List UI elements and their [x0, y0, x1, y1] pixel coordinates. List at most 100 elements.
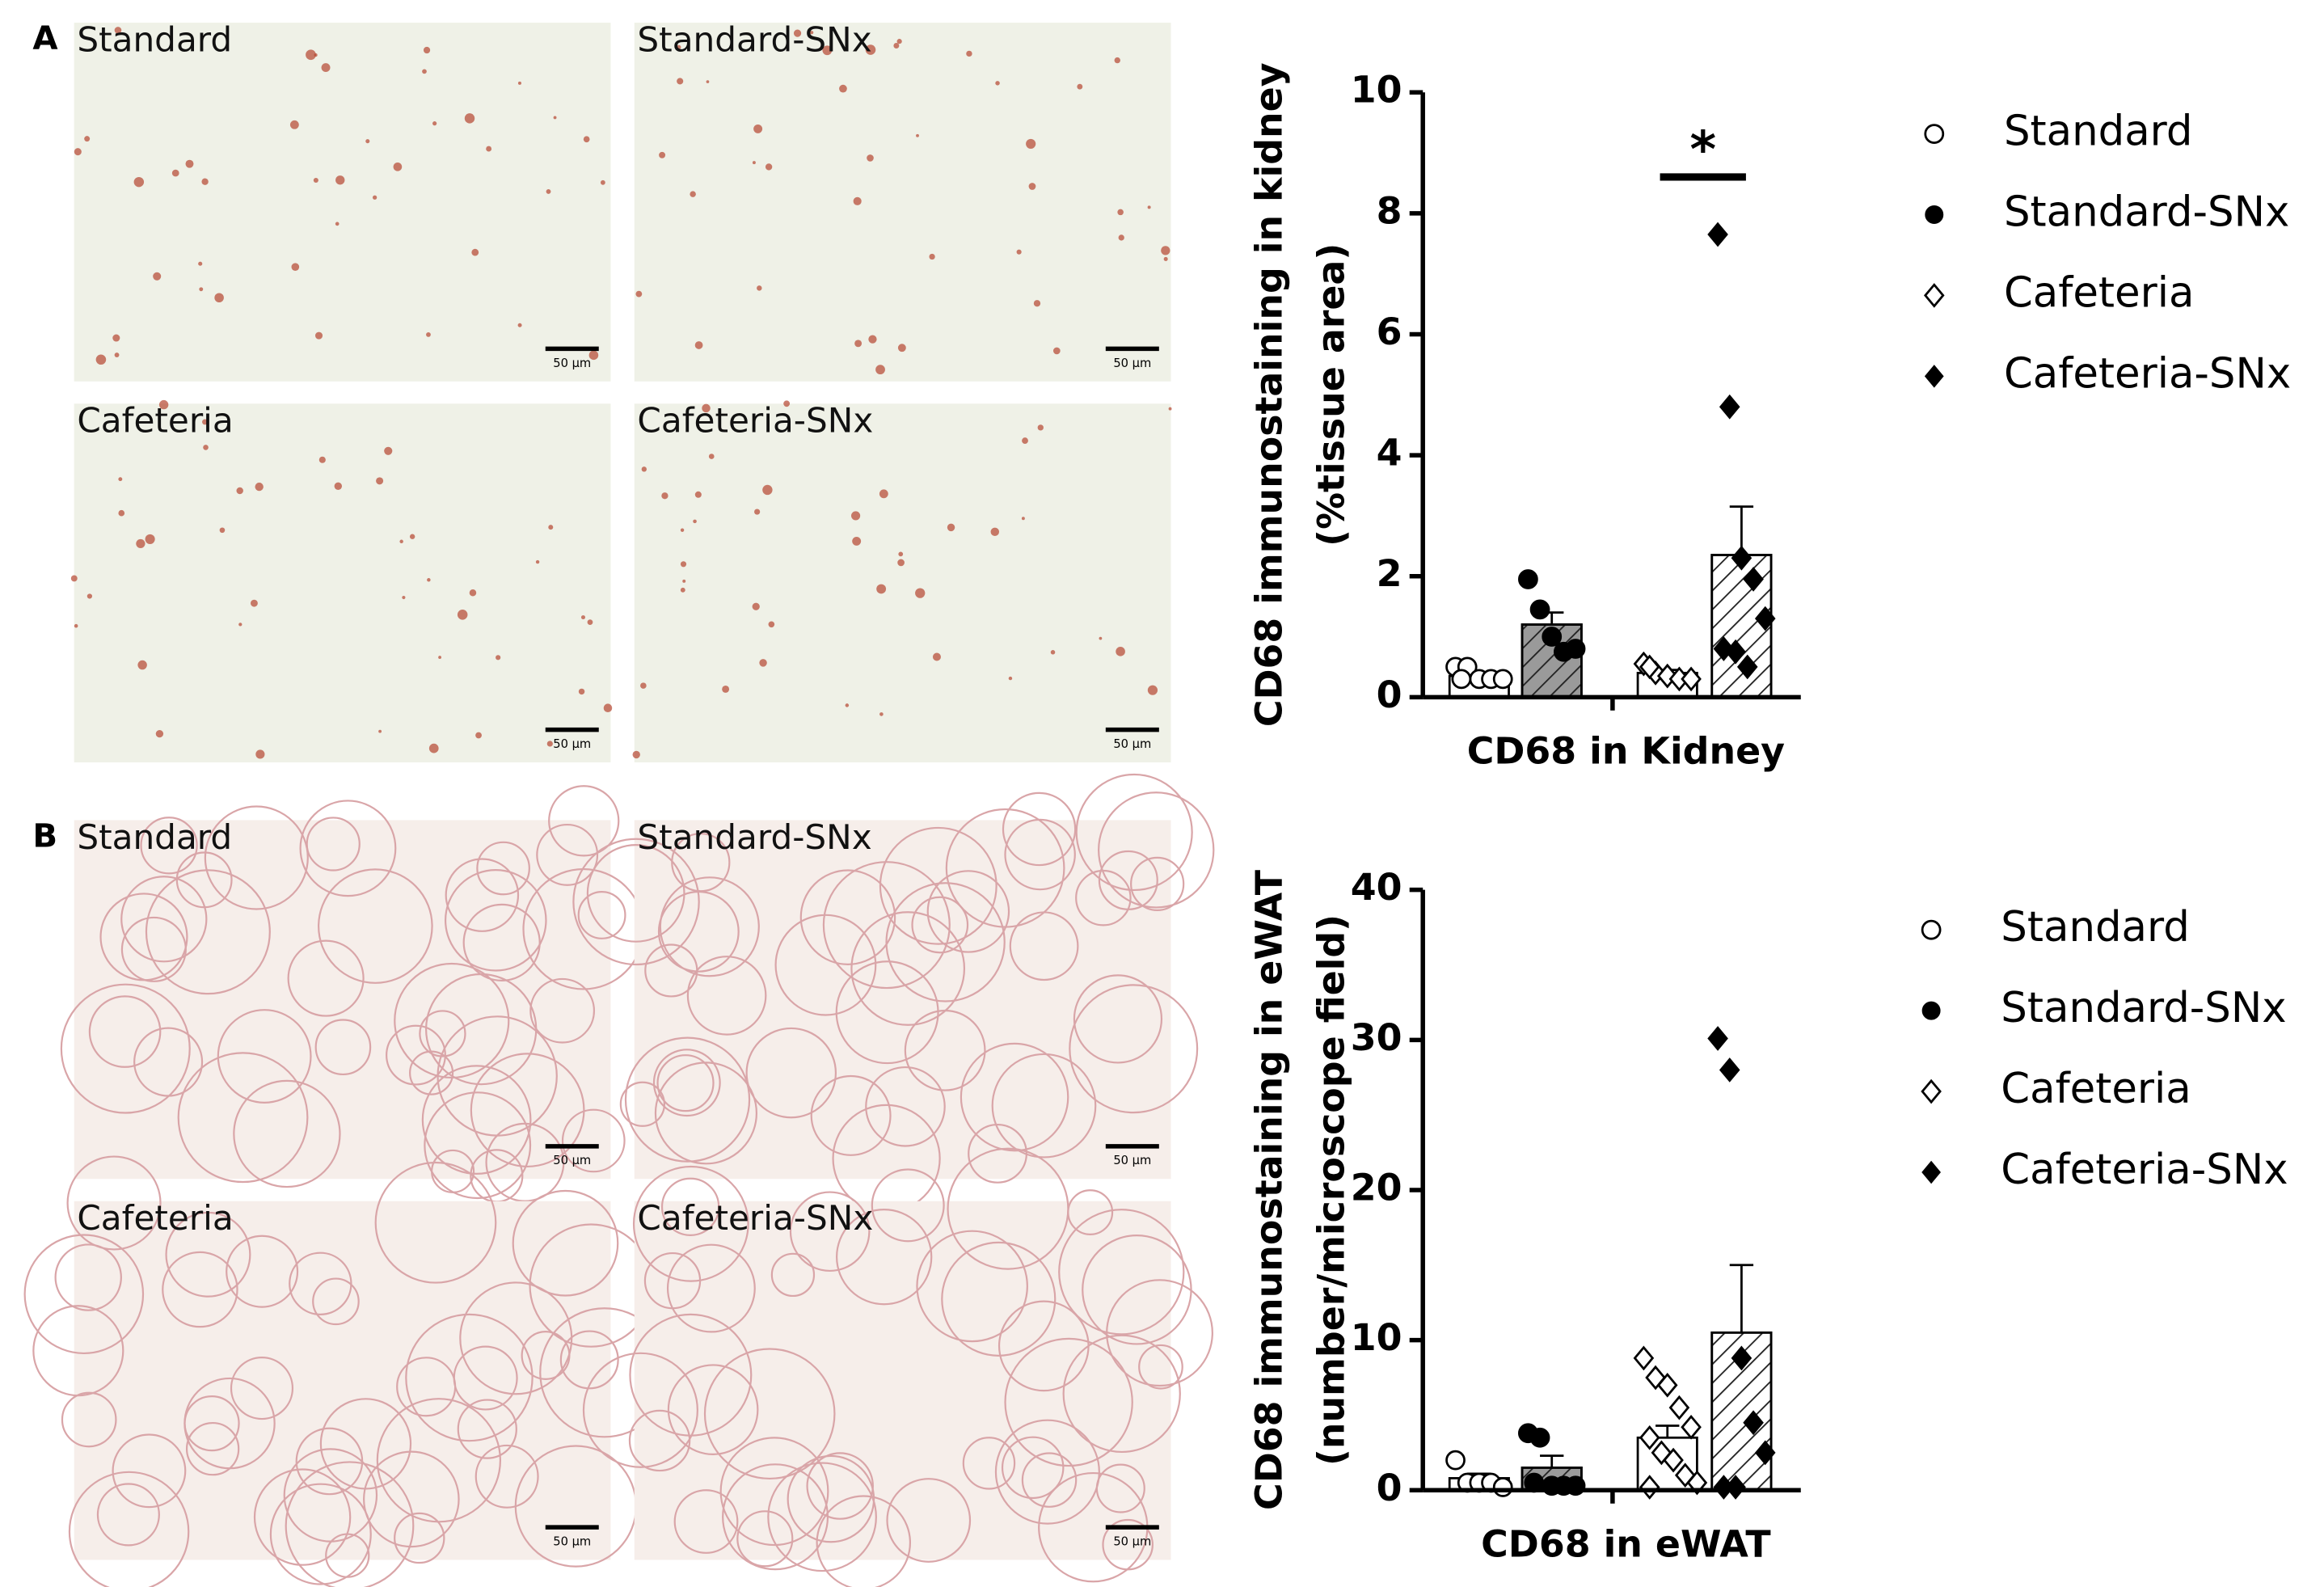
cell-outline — [799, 869, 896, 965]
y-axis-title: (%tissue area) — [1310, 243, 1353, 547]
stain-dot — [171, 169, 179, 177]
stain-dot — [255, 749, 265, 759]
data-point — [1707, 1026, 1728, 1051]
data-point — [1656, 1372, 1678, 1398]
stain-dot — [702, 403, 711, 413]
cell-outline — [1004, 818, 1076, 891]
stain-dot — [1026, 138, 1036, 150]
micrograph — [74, 23, 611, 382]
stain-dot — [335, 222, 340, 226]
stain-dot — [915, 588, 926, 598]
scale-bar-label: 50 µm — [1113, 737, 1151, 751]
cell-outline — [659, 876, 760, 977]
stain-dot — [632, 750, 640, 759]
stain-dot — [783, 400, 791, 407]
cell-outline — [394, 962, 510, 1079]
cell-outline — [457, 1399, 517, 1459]
stain-dot — [372, 195, 377, 200]
stain-dot — [879, 712, 884, 716]
stain-dot — [600, 179, 605, 185]
cell-outline — [529, 977, 596, 1044]
cell-outline — [165, 1211, 251, 1298]
stain-dot — [580, 615, 585, 620]
scale-bar-label: 50 µm — [553, 357, 591, 370]
data-point — [1565, 639, 1586, 659]
cell-outline — [306, 817, 361, 872]
stain-dot — [851, 511, 861, 521]
data-point — [1736, 654, 1758, 680]
cell-outline — [806, 1452, 874, 1520]
cell-outline — [810, 1074, 892, 1156]
stain-dot — [114, 352, 120, 357]
image-label: Standard — [77, 19, 232, 59]
data-point — [1492, 669, 1513, 690]
cell-outline — [68, 1471, 190, 1587]
cell-outline — [671, 833, 731, 893]
stain-dot — [588, 350, 599, 361]
stain-dot — [852, 536, 862, 546]
cell-outline — [652, 1049, 721, 1117]
cell-outline — [654, 1062, 758, 1165]
stain-dot — [158, 399, 169, 410]
stain-dot — [897, 344, 906, 352]
data-point — [1754, 1440, 1776, 1466]
cell-outline — [770, 1252, 816, 1298]
cell-outline — [941, 1241, 1057, 1357]
x-category-label: CD68 in eWAT — [1481, 1522, 1771, 1565]
data-point — [1707, 222, 1728, 247]
stain-dot — [238, 623, 243, 627]
scale-bar-label: 50 µm — [1113, 1534, 1151, 1548]
y-tick-label: 8 — [1377, 188, 1402, 232]
stain-dot — [1147, 205, 1151, 209]
stain-dot — [680, 587, 685, 593]
stain-dot — [1016, 249, 1022, 255]
stain-dot — [995, 81, 1000, 86]
stain-dot — [314, 331, 323, 340]
cell-outline — [1098, 791, 1215, 909]
cell-outline — [586, 843, 685, 943]
stain-dot — [1117, 209, 1124, 216]
stain-dot — [553, 116, 557, 120]
data-point — [1639, 654, 1660, 680]
legend-label: Cafeteria — [2001, 1065, 2191, 1113]
stain-dot — [427, 578, 431, 582]
micrograph — [634, 23, 1171, 382]
y-axis-title: CD68 immunostaining in eWAT — [1247, 869, 1291, 1510]
stain-dot — [897, 559, 905, 567]
legend-label: Cafeteria — [2004, 268, 2194, 317]
cell-outline — [619, 1081, 665, 1127]
stain-dot — [680, 561, 687, 568]
legend-marker — [1921, 919, 1942, 940]
cell-outline — [911, 896, 969, 954]
scale-bar-label: 50 µm — [1113, 1154, 1151, 1167]
cell-outline — [559, 1330, 619, 1390]
stain-dot — [990, 527, 1000, 537]
error-bar — [1729, 1264, 1754, 1333]
cell-outline — [577, 891, 626, 939]
stain-dot — [854, 340, 863, 348]
stain-dot — [438, 656, 441, 659]
stain-dot — [201, 178, 209, 185]
cell-outline — [624, 1036, 751, 1163]
cell-outline — [879, 826, 998, 945]
data-point — [1529, 1427, 1550, 1448]
cell-outline — [968, 1123, 1027, 1184]
cell-outline — [1002, 791, 1077, 867]
stain-dot — [875, 365, 885, 375]
cell-outline — [54, 1243, 122, 1311]
y-axis-title: (number/microscope field) — [1310, 914, 1353, 1466]
stain-dot — [765, 163, 773, 171]
stain-dot — [1022, 437, 1028, 444]
y-tick-label: 6 — [1377, 310, 1402, 353]
stain-dot — [694, 491, 702, 498]
stain-dot — [845, 703, 850, 707]
cell-outline — [226, 1235, 299, 1308]
stain-dot — [893, 43, 900, 49]
cell-outline — [865, 1066, 946, 1147]
cell-outline — [217, 1009, 312, 1104]
y-tick-label: 10 — [1351, 1315, 1402, 1359]
stain-dot — [95, 354, 107, 365]
cell-outline — [424, 1091, 532, 1200]
image-label: Cafeteria-SNx — [637, 1198, 873, 1238]
data-point — [1542, 627, 1563, 647]
